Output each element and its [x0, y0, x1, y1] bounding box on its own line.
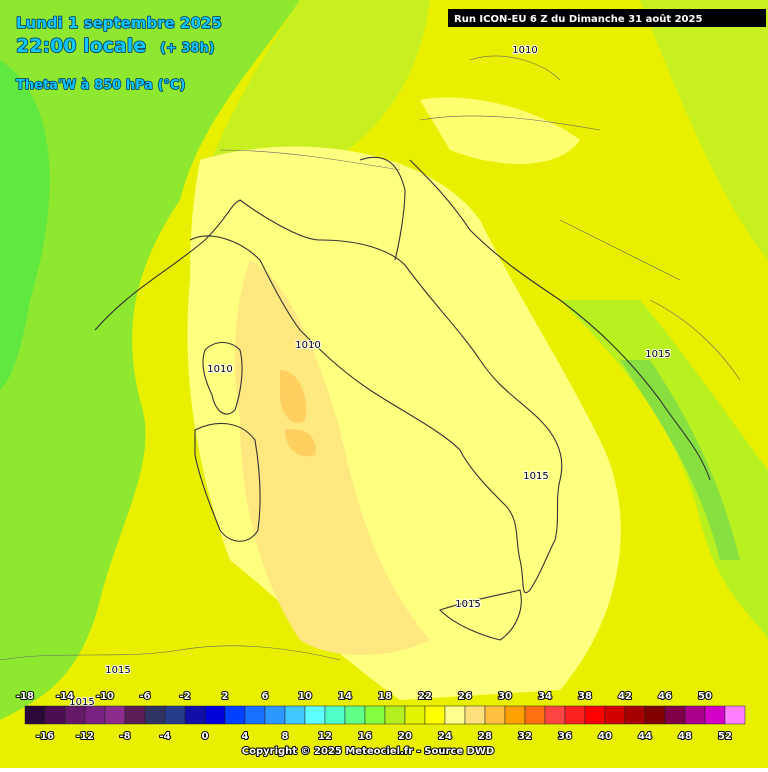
colorbar-label: 20 [398, 731, 412, 742]
color-swatch [184, 705, 206, 725]
run-label: Run ICON-EU 6 Z du Dimanche 31 août 2025 [454, 13, 702, 25]
colorbar-label: 18 [378, 691, 392, 702]
color-swatch [424, 705, 446, 725]
colorbar-label: 8 [282, 731, 289, 742]
color-swatch [624, 705, 646, 725]
colorbar-label: 32 [518, 731, 532, 742]
color-swatch [64, 705, 86, 725]
color-swatch [344, 705, 366, 725]
isobar-labels: 1010 1010 1010 1015 1015 1015 1015 1015 [68, 44, 671, 709]
colorbar-label: 2 [222, 691, 229, 702]
isobar-label: 1015 [455, 599, 480, 610]
color-swatch [464, 705, 486, 725]
color-swatch [664, 705, 686, 725]
color-swatch [384, 705, 406, 725]
colorbar-label: -6 [139, 691, 150, 702]
colorbar-label: 22 [418, 691, 432, 702]
colorbar-label: 34 [538, 691, 552, 702]
colorbar-label: 10 [298, 691, 312, 702]
color-swatch [584, 705, 606, 725]
color-swatch [204, 705, 226, 725]
colorbar-label: 44 [638, 731, 652, 742]
colorbar-label: -18 [16, 691, 34, 702]
colorbar-label: 46 [658, 691, 672, 702]
color-swatch [724, 705, 746, 725]
isobar-label: 1010 [295, 340, 320, 351]
time: 22:00 locale [16, 35, 146, 57]
color-swatch [224, 705, 246, 725]
color-swatch [564, 705, 586, 725]
color-swatch [104, 705, 126, 725]
colorbar-label: 38 [578, 691, 592, 702]
isobar-label: 1015 [105, 665, 130, 676]
colorbar-label: 16 [358, 731, 372, 742]
colorbar-label: 28 [478, 731, 492, 742]
colorbar-label: 42 [618, 691, 632, 702]
isobar-label: 1015 [523, 471, 548, 482]
color-swatch [484, 705, 506, 725]
color-swatch [544, 705, 566, 725]
date: Lundi 1 septembre 2025 [16, 14, 222, 32]
color-swatch [404, 705, 426, 725]
colorbar-label: -2 [179, 691, 190, 702]
color-swatch [244, 705, 266, 725]
colorbar-label: 40 [598, 731, 612, 742]
colorbar-label: 0 [202, 731, 209, 742]
colorbar-label: -8 [119, 731, 130, 742]
copyright: Copyright © 2025 Meteociel.fr - Source D… [242, 746, 494, 757]
colorbar: -18-16-14-12-10-8-6-4-202468101214161820… [15, 690, 746, 743]
color-swatch [684, 705, 706, 725]
colorbar-label: -4 [159, 731, 170, 742]
color-swatch [444, 705, 466, 725]
colorbar-label: -14 [56, 691, 74, 702]
colorbar-label: -16 [36, 731, 54, 742]
color-swatch [124, 705, 146, 725]
color-swatch [144, 705, 166, 725]
color-swatch [524, 705, 546, 725]
colorbar-label: 36 [558, 731, 572, 742]
run-label-box [448, 9, 766, 27]
color-swatch [84, 705, 106, 725]
color-swatch [644, 705, 666, 725]
coastlines [0, 55, 741, 661]
parameter: Theta'W à 850 hPa (°C) [16, 78, 185, 93]
lead-time: (+ 38h) [160, 41, 215, 56]
color-swatch [264, 705, 286, 725]
colorbar-label: 26 [458, 691, 472, 702]
colorbar-label: 12 [318, 731, 332, 742]
isobar-label: 1010 [512, 45, 537, 56]
color-swatch [24, 705, 46, 725]
color-swatch [704, 705, 726, 725]
color-swatch [504, 705, 526, 725]
colorbar-label: 6 [262, 691, 269, 702]
colorbar-label: 52 [718, 731, 732, 742]
colorbar-label: -10 [96, 691, 114, 702]
colorbar-label: 4 [242, 731, 249, 742]
colorbar-label: 30 [498, 691, 512, 702]
color-swatch [44, 705, 66, 725]
isobar-label: 1010 [207, 364, 232, 375]
color-swatch [324, 705, 346, 725]
colorbar-label: 50 [698, 691, 712, 702]
isobar-label: 1015 [645, 349, 670, 360]
color-swatch [284, 705, 306, 725]
color-swatch [304, 705, 326, 725]
colorbar-label: 48 [678, 731, 692, 742]
color-swatch [164, 705, 186, 725]
colorbar-label: 24 [438, 731, 452, 742]
colorbar-label: 14 [338, 691, 352, 702]
color-swatch [364, 705, 386, 725]
colorbar-label: -12 [76, 731, 94, 742]
color-swatch [604, 705, 626, 725]
